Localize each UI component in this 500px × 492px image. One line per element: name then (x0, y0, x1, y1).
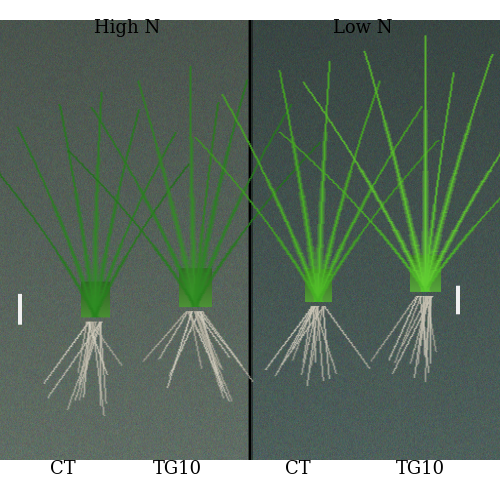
Text: CT: CT (284, 460, 310, 478)
Text: CT: CT (50, 460, 76, 478)
Text: TG10: TG10 (396, 460, 444, 478)
Text: TG10: TG10 (153, 460, 202, 478)
Text: High N: High N (94, 19, 160, 37)
Text: Low N: Low N (333, 19, 392, 37)
